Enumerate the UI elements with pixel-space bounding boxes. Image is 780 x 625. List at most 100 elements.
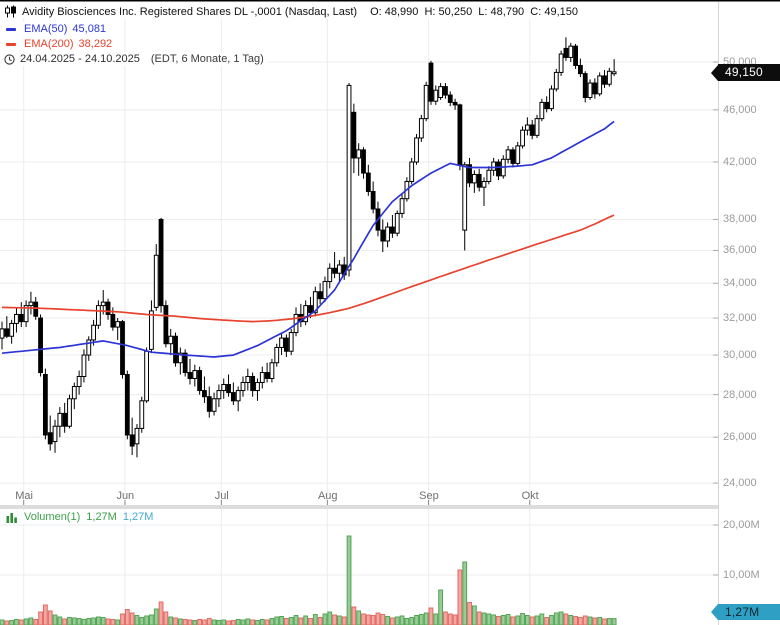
candle-down [226, 383, 231, 394]
candle-down [187, 372, 193, 379]
candle-down [110, 313, 116, 328]
volume-bar [221, 619, 227, 625]
volume-bar [197, 619, 203, 625]
candle-down [173, 335, 178, 364]
candle-down [428, 62, 434, 102]
candle-up [0, 328, 5, 339]
volume-legend[interactable]: Volumen(1) 1,27M 1,27M [3, 510, 159, 524]
ema50-value: 45,081 [72, 23, 107, 35]
candle-up [279, 337, 284, 348]
candle-down [158, 218, 164, 307]
candle-up [558, 53, 564, 73]
volume-bar [240, 619, 246, 625]
candle-up [553, 71, 559, 90]
candle-down [197, 370, 203, 392]
ohlc-readout: O: 48,990 H: 50,250 L: 48,790 C: 49,150 [370, 5, 578, 18]
candle-down [202, 390, 207, 398]
volume-bar [76, 618, 82, 625]
volume-bar [153, 608, 159, 625]
candle-up [606, 70, 612, 85]
volume-bar [288, 617, 294, 625]
candle-up [274, 346, 280, 364]
volume-bar [332, 614, 337, 625]
volume-bar [385, 616, 391, 625]
volume-bar [4, 620, 10, 625]
volume-last-value: 1,27M [122, 511, 154, 523]
volume-bar [361, 613, 366, 625]
ema200-legend[interactable]: EMA(200) 38,292 [2, 37, 117, 51]
candle-up [134, 427, 140, 445]
candle-up [385, 226, 391, 242]
price-axis-label: 32,000 [723, 312, 757, 325]
last-price-badge: 49,150 [711, 64, 780, 81]
volume-bar [500, 615, 506, 625]
price-axis-label: 24,000 [723, 477, 757, 490]
volume-bar [211, 619, 217, 625]
candle-up [221, 383, 227, 392]
volume-bar [452, 614, 458, 625]
volume-bar [611, 618, 617, 625]
volume-bar [269, 618, 275, 625]
volume-bar [182, 619, 188, 625]
volume-bar [423, 612, 429, 625]
volume-bar [255, 620, 260, 625]
candle-up [288, 332, 294, 352]
volume-bar [47, 610, 53, 625]
candle-up [414, 137, 419, 163]
volume-bar [443, 611, 448, 625]
volume-bar [81, 619, 87, 625]
volume-bar [158, 601, 164, 625]
candle-up [52, 425, 58, 443]
timeline-row[interactable]: 24.04.2025 - 24.10.2025 (EDT, 6 Monate, … [2, 52, 268, 66]
volume-bar [337, 615, 342, 625]
volume-bar [144, 615, 149, 625]
chart-header: Avidity Biosciences Inc. Registered Shar… [2, 4, 582, 19]
volume-bar [491, 614, 497, 625]
volume-bar [317, 617, 323, 625]
volume-bar [57, 616, 63, 625]
candle-up [303, 305, 309, 323]
candle-up [28, 301, 34, 307]
volume-bar [42, 604, 48, 625]
ema50-line [1, 120, 615, 358]
candle-down [47, 432, 53, 445]
last-volume-value: 1,27M [718, 604, 780, 620]
volume-bar [462, 561, 468, 625]
x-axis-month-label: Jul [214, 490, 229, 502]
candle-up [438, 86, 444, 98]
candle-down [351, 111, 357, 159]
volume-bar [308, 618, 313, 625]
x-axis-month-label: Aug [317, 490, 338, 502]
volume-bar [168, 616, 174, 625]
candle-down [332, 267, 337, 274]
candle-up [57, 412, 63, 427]
volume-bar [67, 617, 72, 625]
volume-bar [476, 611, 482, 625]
candle-up [534, 118, 540, 136]
volume-bar [390, 617, 395, 625]
candle-up [76, 375, 82, 388]
volume-bar [341, 616, 347, 625]
volume-bar [578, 617, 583, 625]
candle-down [250, 375, 256, 392]
volume-bar [471, 605, 477, 625]
volume-bar [105, 618, 111, 625]
candle-up [611, 71, 617, 75]
volume-bar [380, 614, 386, 625]
candle-down [283, 337, 289, 352]
volume-bar [505, 614, 511, 625]
candle-up [86, 339, 92, 356]
candle-down [578, 64, 583, 75]
candle-up [115, 321, 121, 328]
candle-down [163, 305, 169, 345]
candle-up [568, 45, 574, 58]
candle-up [481, 180, 487, 188]
candle-up [520, 129, 525, 147]
volume-bar [192, 620, 198, 625]
badge-arrow [711, 64, 718, 81]
ema50-legend[interactable]: EMA(50) 45,081 [2, 22, 111, 36]
instrument-title: Avidity Biosciences Inc. Registered Shar… [22, 5, 358, 18]
candle-down [496, 161, 501, 177]
candle-up [23, 305, 29, 323]
